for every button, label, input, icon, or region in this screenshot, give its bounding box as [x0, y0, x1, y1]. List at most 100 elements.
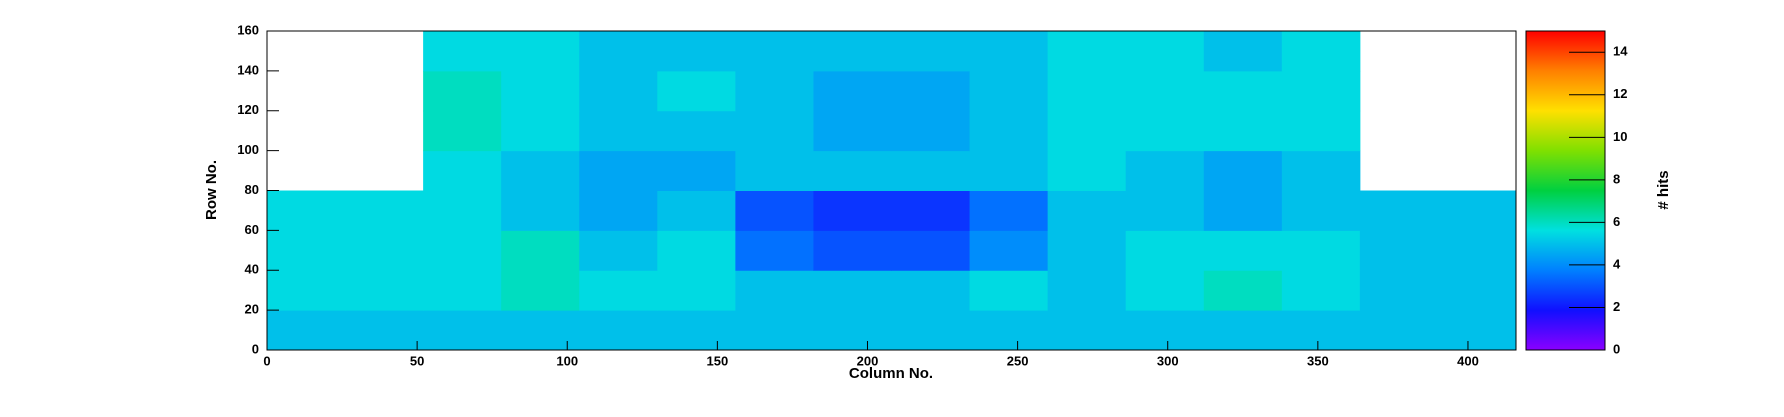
heatmap-cell [891, 310, 971, 351]
heatmap-cell [735, 190, 814, 231]
heatmap-cell [969, 31, 1049, 72]
heatmap-cell [1047, 150, 1127, 191]
heatmap-cell [813, 31, 892, 72]
heatmap-cell [345, 230, 424, 271]
heatmap-cell [1125, 150, 1205, 191]
heatmap-cell [1359, 190, 1439, 231]
y-tick-label: 60 [245, 222, 259, 237]
heatmap-cell [501, 150, 580, 191]
heatmap-cell [579, 31, 658, 72]
heatmap-cell [345, 270, 424, 311]
x-tick-label: 50 [410, 353, 424, 368]
heatmap-cell [1203, 31, 1283, 72]
z-tick-label: 14 [1613, 44, 1628, 59]
x-tick-label: 150 [707, 353, 729, 368]
heatmap-cell [1203, 70, 1283, 112]
heatmap-cell [891, 70, 971, 112]
heatmap [267, 31, 1517, 351]
heatmap-cell [423, 270, 502, 311]
heatmap-cell [1047, 270, 1127, 311]
heatmap-cell [735, 270, 814, 311]
z-tick-label: 0 [1613, 341, 1620, 356]
y-tick-label: 160 [237, 22, 259, 37]
heatmap-cell [423, 31, 502, 72]
y-tick-label: 100 [237, 142, 259, 157]
heatmap-cell [1047, 70, 1127, 112]
heatmap-cell [1203, 270, 1283, 311]
heatmap-cell [1047, 230, 1127, 271]
heatmap-cell [1281, 31, 1361, 72]
heatmap-cell [1281, 110, 1361, 152]
heatmap-cell [657, 150, 736, 191]
heatmap-cell [423, 310, 502, 351]
heatmap-cell [735, 230, 814, 271]
heatmap-cell [969, 190, 1049, 231]
heatmap-cell [1359, 230, 1439, 271]
heatmap-cell [657, 31, 736, 72]
heatmap-cell [501, 31, 580, 72]
heatmap-cell [891, 150, 971, 191]
heatmap-cell [1125, 110, 1205, 152]
heatmap-cell [1047, 31, 1127, 72]
x-tick-label: 350 [1307, 353, 1329, 368]
heatmap-cell [579, 110, 658, 152]
z-axis-label: # hits [1655, 170, 1672, 209]
heatmap-cell [267, 270, 346, 311]
heatmap-cell [657, 310, 736, 351]
heatmap-cell [969, 310, 1049, 351]
heatmap-cell [423, 110, 502, 152]
heatmap-cell [423, 70, 502, 112]
heatmap-cell [657, 230, 736, 271]
heatmap-cell [657, 70, 736, 112]
heatmap-cell [891, 31, 971, 72]
heatmap-cell [891, 190, 971, 231]
y-tick-label: 120 [237, 102, 259, 117]
heatmap-cell [813, 150, 892, 191]
y-tick-label: 20 [245, 302, 259, 317]
heatmap-cell [501, 270, 580, 311]
heatmap-cell [267, 310, 346, 351]
heatmap-cell [501, 190, 580, 231]
heatmap-cell [1047, 310, 1127, 351]
heatmap-cell [267, 190, 346, 231]
heatmap-cell [423, 150, 502, 191]
heatmap-cell [501, 230, 580, 271]
heatmap-cell [813, 270, 892, 311]
heatmap-cell [735, 150, 814, 191]
heatmap-cell [1125, 270, 1205, 311]
z-tick-label: 10 [1613, 129, 1627, 144]
y-axis-label: Row No. [203, 160, 220, 220]
heatmap-cell [579, 230, 658, 271]
heatmap-cell [1203, 110, 1283, 152]
heatmap-cell [1281, 270, 1361, 311]
heatmap-cell [1359, 270, 1439, 311]
heatmap-cell [345, 190, 424, 231]
heatmap-cell [1203, 190, 1283, 231]
heatmap-cell [1281, 310, 1361, 351]
heatmap-cell [267, 230, 346, 271]
x-tick-label: 400 [1457, 353, 1479, 368]
heatmap-cell [579, 270, 658, 311]
y-tick-label: 80 [245, 182, 259, 197]
heatmap-cell [1047, 190, 1127, 231]
heatmap-cell [1125, 31, 1205, 72]
heatmap-cell [1125, 190, 1205, 231]
heatmap-cell [501, 110, 580, 152]
x-tick-label: 100 [556, 353, 578, 368]
heatmap-cell [969, 270, 1049, 311]
color-bar [1525, 30, 1606, 351]
heatmap-cell [735, 310, 814, 351]
heatmap-cell [1359, 310, 1439, 351]
x-tick-label: 200 [857, 353, 879, 368]
z-tick-label: 4 [1613, 256, 1621, 271]
heatmap-cell [501, 310, 580, 351]
z-tick-label: 2 [1613, 299, 1620, 314]
heatmap-cell [813, 310, 892, 351]
heatmap-cell [1203, 230, 1283, 271]
heatmap-cell [1437, 190, 1517, 231]
heatmap-cell [813, 70, 892, 112]
heatmap-cell [1047, 110, 1127, 152]
heatmap-cell [891, 270, 971, 311]
heatmap-cell [423, 190, 502, 231]
